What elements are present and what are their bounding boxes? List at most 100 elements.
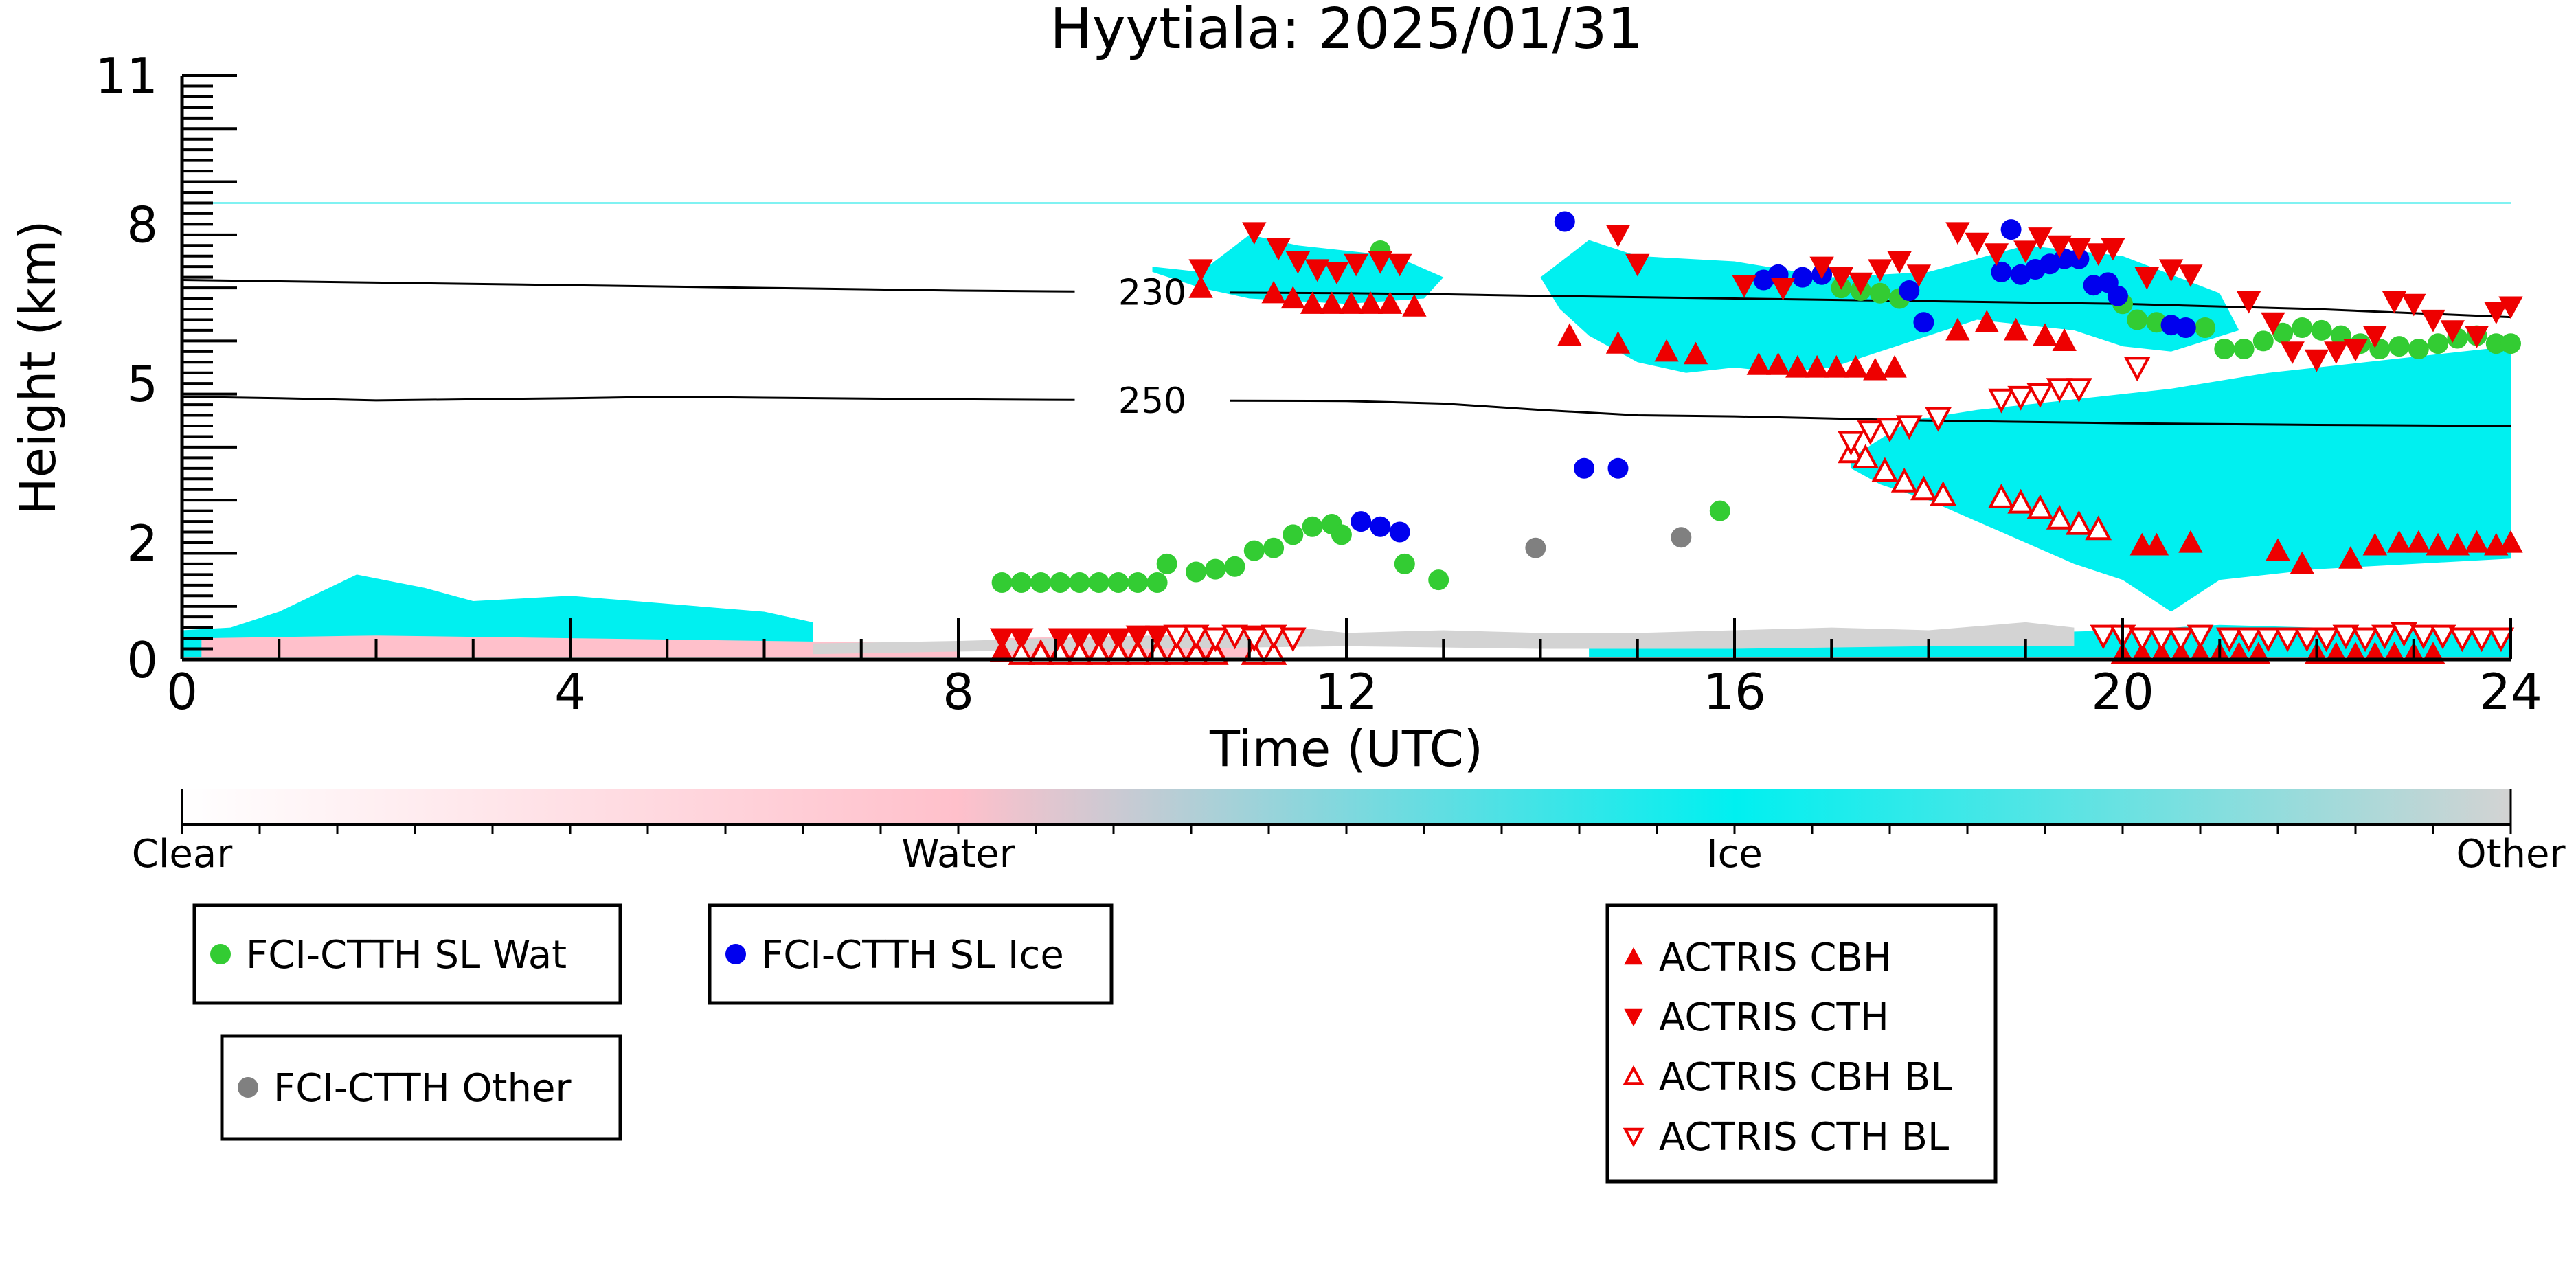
y-tick-label-0: 0 [126,631,158,689]
y-tick-label-2: 2 [126,515,158,572]
fci-ctth-sl-ice-point-8 [1792,267,1813,288]
contour-label-230: 230 [1118,272,1186,313]
colorbar-label-water: Water [901,832,1016,877]
fci-ctth-sl-wat-point-4 [1070,572,1090,593]
contour-label-250: 250 [1118,381,1186,422]
legend-label-fci-ctth-other: FCI-CTTH Other [273,1066,572,1111]
fci-ctth-sl-wat-point-9 [1157,554,1177,574]
actris-cbh-point-19 [1864,359,1886,380]
fci-ctth-sl-ice-point-0 [1351,511,1371,532]
fci-ctth-sl-wat-point-35 [2292,317,2312,338]
y-axis-label: Height (km) [9,221,67,515]
actris-cth-bl-point-0 [1840,433,1862,453]
fci-ctth-sl-ice-point-4 [1574,458,1594,479]
legend-marker-fci-ctth-sl-ice [725,944,746,964]
colorbar-label-other: Other [2456,832,2566,877]
legend-label-actris-cbh-bl: ACTRIS CBH BL [1659,1055,1952,1100]
x-axis-label: Time (UTC) [1209,720,1483,778]
fci-ctth-sl-wat-point-7 [1127,572,1148,593]
fci-ctth-sl-ice-point-23 [2176,317,2196,338]
fci-ctth-sl-wat-point-12 [1225,556,1245,577]
actris-cbh-point-25 [2053,330,2075,350]
fci-ctth-sl-ice-point-10 [1899,280,1919,301]
fci-ctth-sl-wat-point-10 [1186,562,1206,583]
actris-cth-point-31 [2238,292,2260,313]
fci-ctth-sl-wat-point-22 [1710,501,1730,521]
fci-ctth-sl-ice-point-1 [1370,517,1390,537]
actris-cth-bl-point-7 [2029,385,2051,405]
actris-cth-bl-point-8 [2048,379,2070,400]
legend-marker-fci-ctth-sl-wat [210,944,231,964]
actris-cth-point-35 [2325,342,2347,363]
x-tick-label-12: 12 [1315,663,1378,721]
x-tick-label-20: 20 [2091,663,2154,721]
fci-ctth-sl-wat-point-28 [2127,310,2147,330]
fci-ctth-sl-wat-point-15 [1283,524,1303,545]
fci-ctth-other-point-0 [1525,538,1546,558]
contour-line-250-left [182,397,1075,400]
fci-ctth-sl-wat-point-46 [2500,333,2521,354]
fci-ctth-sl-wat-point-6 [1108,572,1129,593]
y-tick-label-5: 5 [126,355,158,413]
fci-ctth-sl-wat-point-3 [1050,572,1070,593]
actris-cth-point-33 [2281,342,2303,363]
fci-ctth-sl-ice-point-2 [1390,522,1410,543]
fci-ctth-sl-wat-point-8 [1147,572,1168,593]
fci-ctth-sl-wat-point-41 [2408,339,2429,359]
fci-ctth-sl-wat-point-13 [1244,541,1265,561]
fci-ctth-sl-ice-point-13 [2001,219,2022,240]
actris-cth-bl-point-9 [2068,379,2090,400]
actris-cth-point-9 [1607,225,1629,246]
colorbar-label-clear: Clear [132,832,233,877]
x-tick-label-0: 0 [166,663,198,721]
actris-cth-bl-point-10 [2126,358,2148,379]
fci-ctth-sl-wat-point-14 [1263,538,1284,558]
fci-ctth-sl-wat-point-20 [1394,554,1415,574]
x-tick-label-24: 24 [2479,663,2542,721]
y-tick-label-8: 8 [126,196,158,253]
legend: FCI-CTTH SL Wat FCI-CTTH SL Ice FCI-CTTH O… [194,905,1996,1182]
fci-ctth-sl-wat-point-42 [2428,333,2448,354]
legend-label-actris-cbh: ACTRIS CBH [1659,936,1892,980]
fci-ctth-sl-ice-point-11 [1913,312,1934,332]
fci-ctth-sl-ice-point-5 [1608,458,1629,479]
fci-ctth-sl-ice-point-12 [1991,262,2011,282]
legend-marker-fci-ctth-other [238,1077,258,1098]
fci-ctth-sl-wat-point-25 [1870,283,1890,304]
y-tick-label-11: 11 [95,47,158,105]
cloud-region-ice-3 [1851,346,2511,611]
fci-ctth-sl-wat-point-16 [1302,517,1323,537]
chart-title: Hyytiala: 2025/01/31 [1050,0,1642,62]
contour-line-230-left [182,280,1075,292]
fci-ctth-sl-wat-point-2 [1030,572,1051,593]
fci-ctth-other-point-1 [1671,527,1691,547]
fci-ctth-sl-wat-point-33 [2253,330,2274,351]
colorbar-gradient [182,789,2511,824]
legend-label-fci-ctth-sl-wat: FCI-CTTH SL Wat [246,933,567,978]
fci-ctth-sl-wat-point-21 [1428,569,1449,590]
x-tick-label-16: 16 [1703,663,1766,721]
x-tick-label-4: 4 [554,663,586,721]
fci-ctth-sl-ice-point-3 [1555,212,1575,232]
legend-label-actris-cth-bl: ACTRIS CTH BL [1659,1115,1949,1160]
fci-ctth-sl-wat-point-11 [1205,559,1225,580]
fci-ctth-sl-wat-point-31 [2214,339,2235,359]
fci-ctth-sl-wat-point-30 [2195,317,2215,338]
actris-cth-point-38 [2384,292,2406,313]
fci-ctth-sl-wat-point-1 [1011,572,1032,593]
fci-ctth-sl-wat-point-0 [992,572,1013,593]
actris-cbh-point-20 [1884,357,1906,377]
fci-ctth-sl-wat-point-40 [2389,336,2410,357]
fci-ctth-sl-ice-point-21 [2108,286,2128,306]
fci-ctth-sl-wat-point-5 [1089,572,1109,593]
fci-ctth-sl-wat-point-18 [1331,524,1352,545]
actris-cbh-point-9 [1559,325,1581,346]
cloud-regions [182,235,2511,657]
fci-ctth-sl-wat-point-36 [2312,320,2332,341]
legend-label-fci-ctth-sl-ice: FCI-CTTH SL Ice [761,933,1064,978]
colorbar: Clear Water Ice Other [132,789,2566,877]
fci-ctth-sl-wat-point-32 [2234,339,2255,359]
colorbar-label-ice: Ice [1706,832,1763,877]
legend-label-actris-cth: ACTRIS CTH [1659,995,1889,1040]
